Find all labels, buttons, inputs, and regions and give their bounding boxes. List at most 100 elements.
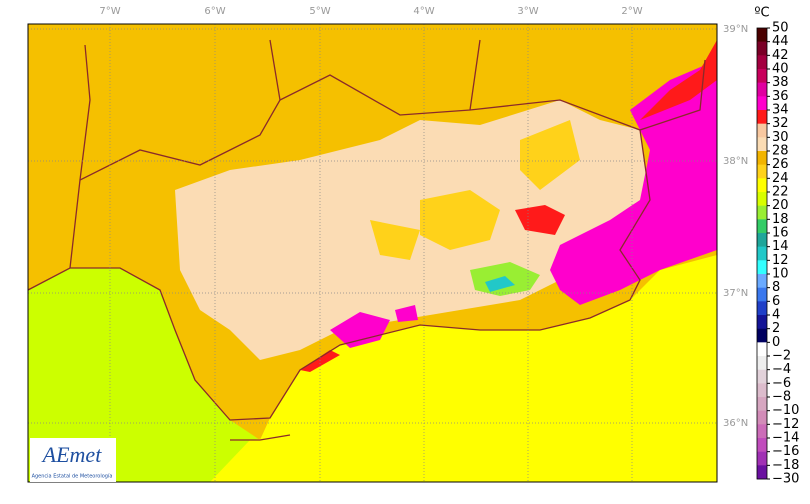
mediterranean — [260, 255, 717, 482]
lon-label: 6°W — [204, 6, 225, 17]
colorbar-band — [757, 342, 767, 357]
colorbar-label: 50 — [772, 21, 789, 36]
colorbar-band — [757, 55, 767, 70]
logo-text: AEmet — [41, 442, 103, 467]
colorbar-band — [757, 137, 767, 152]
colorbar-band — [757, 233, 767, 247]
colorbar-band — [757, 438, 767, 452]
lon-label: 3°W — [517, 6, 538, 17]
border — [79, 39, 481, 181]
colorbar-band — [757, 356, 767, 370]
coast — [27, 59, 706, 421]
hot-east — [550, 60, 717, 305]
colorbar-label: 18 — [772, 212, 789, 227]
colorbar-band — [757, 301, 767, 316]
colorbar-frame — [756, 27, 768, 480]
colorbar-label: 24 — [772, 171, 789, 186]
lat-label: 38°N — [723, 156, 748, 167]
colorbar-label: −8 — [772, 390, 791, 405]
colorbar-label: −2 — [772, 349, 791, 364]
colorbar-label: 20 — [772, 198, 789, 213]
colorbar-band — [757, 96, 767, 111]
colorbar-band — [757, 123, 767, 138]
colorbar: 5044424038363432302826242220181614121086… — [756, 21, 799, 487]
colorbar-label: −30 — [772, 472, 799, 487]
borders — [27, 39, 706, 441]
colorbar-band — [757, 205, 767, 220]
colorbar-label: 2 — [772, 321, 780, 336]
colorbar-band — [757, 328, 767, 343]
colorbar-band — [757, 246, 767, 261]
hot-patch — [300, 205, 565, 372]
colorbar-label: −16 — [772, 444, 799, 459]
lon-label: 5°W — [309, 6, 330, 17]
colorbar-label: 22 — [772, 185, 789, 200]
colorbar-label: 26 — [772, 157, 789, 172]
colorbar-label: 8 — [772, 280, 780, 295]
colorbar-label: 14 — [772, 239, 789, 254]
colorbar-label: −12 — [772, 417, 799, 432]
colorbar-band — [757, 451, 767, 466]
lat-label: 37°N — [723, 288, 748, 299]
colorbar-band — [757, 28, 767, 42]
colorbar-band — [757, 287, 767, 302]
colorbar-label: 32 — [772, 116, 789, 131]
colorbar-label: 36 — [772, 89, 789, 104]
colorbar-label: 44 — [772, 34, 789, 49]
colorbar-label: 28 — [772, 144, 789, 159]
colorbar-label: 30 — [772, 130, 789, 145]
colorbar-band — [757, 151, 767, 165]
lon-label: 2°W — [621, 6, 642, 17]
colorbar-band — [757, 465, 767, 480]
colorbar-label: 16 — [772, 226, 789, 241]
colorbar-band — [757, 110, 767, 124]
colorbar-band — [757, 164, 767, 179]
colorbar-band — [757, 260, 767, 275]
colorbar-label: −4 — [772, 362, 791, 377]
colorbar-band — [757, 69, 767, 83]
colorbar-band — [757, 315, 767, 329]
colorbar-label: −10 — [772, 403, 799, 418]
colorbar-label: −6 — [772, 376, 791, 391]
colorbar-band — [757, 274, 767, 288]
colorbar-unit: ºC — [754, 6, 769, 21]
logo-subtitle: Agencia Estatal de Meteorología — [32, 473, 113, 480]
colorbar-label: 6 — [772, 294, 780, 309]
colorbar-label: −14 — [772, 431, 799, 446]
colorbar-label: 0 — [772, 335, 780, 350]
hot-patch — [330, 305, 418, 348]
colorbar-band — [757, 369, 767, 384]
colorbar-band — [757, 219, 767, 234]
colorbar-label: 4 — [772, 308, 780, 323]
colorbar-label: 38 — [772, 75, 789, 90]
strait — [210, 435, 320, 482]
atlantic — [28, 268, 280, 482]
colorbar-band — [757, 410, 767, 425]
lat-label: 39°N — [723, 24, 748, 35]
lon-label: 4°W — [413, 6, 434, 17]
colorbar-band — [757, 178, 767, 193]
cool-patch — [485, 276, 515, 292]
hot-edge — [640, 40, 717, 120]
colorbar-band — [757, 397, 767, 411]
colorbar-band — [757, 82, 767, 97]
map-field — [28, 24, 717, 482]
colorbar-label: 34 — [772, 103, 789, 118]
colorbar-band — [757, 424, 767, 439]
colorbar-label: −18 — [772, 458, 799, 473]
lat-label: 36°N — [723, 418, 748, 429]
colorbar-label: 12 — [772, 253, 789, 268]
colorbar-band — [757, 41, 767, 56]
warm-patch — [370, 120, 580, 260]
colorbar-label: 10 — [772, 267, 789, 282]
graticule — [28, 24, 717, 482]
colorbar-band — [757, 383, 767, 398]
logo: AEmet Agencia Estatal de Meteorología — [30, 438, 116, 482]
border — [230, 434, 291, 441]
lon-label: 7°W — [99, 6, 120, 17]
logo-box — [30, 438, 116, 482]
map-frame — [27, 23, 718, 483]
colorbar-label: 40 — [772, 62, 789, 77]
colorbar-label: 42 — [772, 48, 789, 63]
